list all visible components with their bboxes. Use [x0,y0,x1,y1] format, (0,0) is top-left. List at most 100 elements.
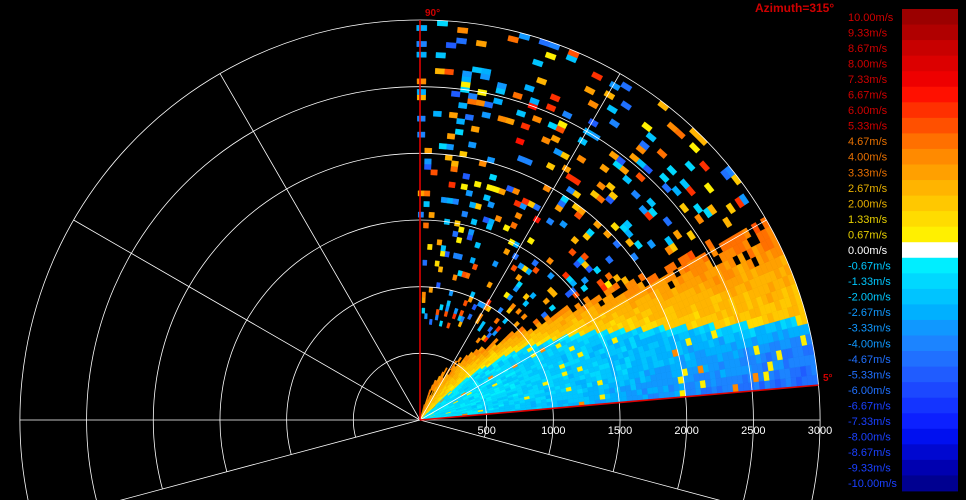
velocity-cell [458,102,468,110]
legend-label: -6.67m/s [848,400,891,412]
velocity-cell [448,181,456,189]
legend-label: -10.00m/s [848,478,897,490]
velocity-cell [446,133,456,140]
velocity-cell [467,351,474,358]
grid-ring [19,19,821,500]
legend-label: 0.00m/s [848,245,888,257]
legend-swatch [902,164,958,181]
velocity-cell [428,211,435,219]
velocity-cell [638,204,649,215]
velocity-cell [481,111,492,119]
velocity-cell [658,172,670,184]
velocity-cell [529,291,537,300]
legend-label: 0.67m/s [848,229,888,241]
velocity-cell [450,90,461,98]
velocity-cell [465,189,474,197]
legend-swatch [902,273,958,290]
velocity-cell [532,318,540,326]
velocity-cell [609,392,617,399]
velocity-cell [545,256,554,265]
velocity-cell [435,308,440,316]
velocity-cell [452,230,459,238]
legend-label: 6.67m/s [848,90,888,102]
velocity-cell [496,81,508,90]
velocity-cell [452,274,458,281]
velocity-cell [583,85,596,96]
velocity-cell [536,76,548,86]
velocity-cell [416,51,427,58]
velocity-cell [540,311,548,319]
velocity-cell [620,81,633,92]
velocity-cell [440,371,445,378]
velocity-cell [436,239,443,246]
velocity-cell [446,322,451,329]
grid-spoke [419,419,721,500]
velocity-cell [424,158,432,165]
velocity-cell [434,68,445,75]
legend-label: -6.00m/s [848,385,891,397]
velocity-cell [493,317,500,325]
legend-swatch [902,319,958,336]
range-tick-label: 2500 [741,425,765,437]
legend-label: -2.67m/s [848,307,891,319]
velocity-cell [666,121,679,133]
velocity-cell [482,194,491,202]
velocity-cell [722,216,733,229]
velocity-cell [662,216,673,227]
velocity-cell [464,113,474,121]
velocity-cell [454,128,464,136]
velocity-cell [679,202,690,214]
velocity-cell [656,148,668,159]
velocity-cell [430,384,434,391]
velocity-cell [517,262,525,270]
velocity-cell [636,388,643,396]
velocity-cell [479,320,486,328]
velocity-cell [664,235,674,246]
velocity-cell [460,183,469,191]
velocity-cell [546,286,555,295]
velocity-cell [491,260,499,268]
velocity-cell [505,184,515,193]
range-tick-labels: 500 1000 1500 2000 2500 3000 [477,425,832,437]
legend-swatch [902,288,958,305]
legend-label: 3.33m/s [848,167,888,179]
sweep-edge-line [419,384,819,421]
velocity-cell [467,92,478,100]
velocity-cell [450,160,459,168]
velocity-cell [565,185,576,195]
velocity-cell [470,218,478,226]
velocity-cell [453,307,459,315]
velocity-cell [435,282,441,289]
velocity-cell [666,164,678,176]
legend-swatch [902,335,958,352]
velocity-cell [582,296,591,305]
velocity-cell [474,241,482,249]
velocity-cell [417,190,425,197]
legend-label: -4.67m/s [848,354,891,366]
velocity-cell [646,387,654,395]
legend-swatch [902,257,958,274]
velocity-cell [679,178,690,190]
legend-swatch [902,133,958,150]
color-legend: 10.00m/s 9.33m/s 8.67m/s 8.00m/s 7.33m/s 6.67… [848,9,958,492]
velocity-cell [458,226,465,234]
legend-swatch [902,9,958,25]
legend-swatch [902,211,958,228]
velocity-cell [421,297,426,304]
velocity-cell [604,255,614,265]
velocity-cell [440,245,447,252]
velocity-cell [417,131,426,138]
legend-swatch [902,459,958,476]
velocity-cell [436,20,449,27]
velocity-cell [604,393,612,400]
velocity-cell [596,278,605,288]
velocity-cell [672,229,683,240]
velocity-cell [574,302,582,311]
velocity-cell [561,271,570,280]
velocity-cell [422,404,425,410]
velocity-cell [704,238,715,250]
velocity-cell [416,41,427,47]
velocity-cell [630,189,641,200]
velocity-cell [423,190,431,197]
